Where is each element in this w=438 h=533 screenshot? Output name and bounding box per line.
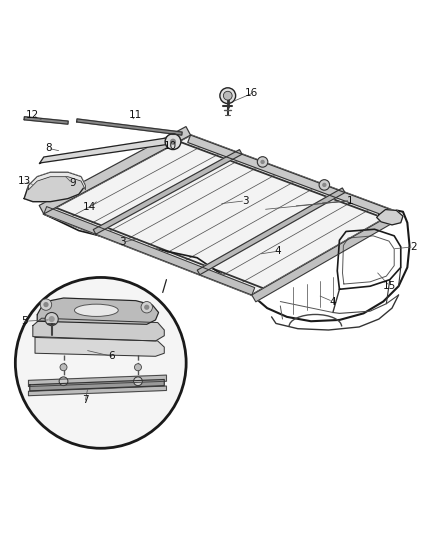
Polygon shape xyxy=(30,379,164,391)
Polygon shape xyxy=(35,337,164,356)
Text: 4: 4 xyxy=(275,246,282,256)
Circle shape xyxy=(223,91,232,100)
Text: 8: 8 xyxy=(45,143,52,154)
Circle shape xyxy=(60,364,67,371)
Text: 14: 14 xyxy=(83,203,96,212)
Circle shape xyxy=(49,316,55,322)
Polygon shape xyxy=(44,207,255,295)
Polygon shape xyxy=(252,212,400,302)
Text: 3: 3 xyxy=(119,237,126,247)
Text: 9: 9 xyxy=(69,178,76,188)
Polygon shape xyxy=(44,135,396,295)
Polygon shape xyxy=(197,188,345,274)
Text: 6: 6 xyxy=(108,351,115,361)
Text: 3: 3 xyxy=(242,196,249,206)
Circle shape xyxy=(319,180,330,190)
Polygon shape xyxy=(37,298,159,324)
Polygon shape xyxy=(33,318,164,341)
Ellipse shape xyxy=(74,304,118,317)
Text: 13: 13 xyxy=(18,176,31,186)
Circle shape xyxy=(220,88,236,103)
Circle shape xyxy=(141,302,152,313)
Polygon shape xyxy=(93,150,242,234)
Circle shape xyxy=(258,157,268,167)
Polygon shape xyxy=(39,138,180,164)
Polygon shape xyxy=(77,119,182,135)
Polygon shape xyxy=(28,375,166,386)
Polygon shape xyxy=(28,172,85,190)
Circle shape xyxy=(260,160,265,164)
Text: 15: 15 xyxy=(383,281,396,291)
Polygon shape xyxy=(188,135,396,219)
Circle shape xyxy=(134,377,142,386)
Ellipse shape xyxy=(15,278,186,448)
Polygon shape xyxy=(39,127,191,214)
Circle shape xyxy=(144,304,149,310)
Polygon shape xyxy=(28,386,166,395)
Circle shape xyxy=(45,312,58,326)
Polygon shape xyxy=(377,209,403,225)
Text: 1: 1 xyxy=(347,196,354,206)
Text: 5: 5 xyxy=(21,316,28,326)
Text: 7: 7 xyxy=(82,395,89,405)
Circle shape xyxy=(40,299,52,310)
Circle shape xyxy=(322,183,326,187)
Circle shape xyxy=(43,302,49,307)
Circle shape xyxy=(170,139,176,145)
Text: 11: 11 xyxy=(129,110,142,120)
Text: 4: 4 xyxy=(329,296,336,306)
Text: 2: 2 xyxy=(410,242,417,252)
Text: 16: 16 xyxy=(245,88,258,99)
Polygon shape xyxy=(24,172,85,201)
Circle shape xyxy=(134,364,141,371)
Circle shape xyxy=(59,377,68,386)
Text: 12: 12 xyxy=(26,110,39,120)
Polygon shape xyxy=(24,117,68,124)
Text: 10: 10 xyxy=(164,141,177,151)
Circle shape xyxy=(165,134,181,150)
